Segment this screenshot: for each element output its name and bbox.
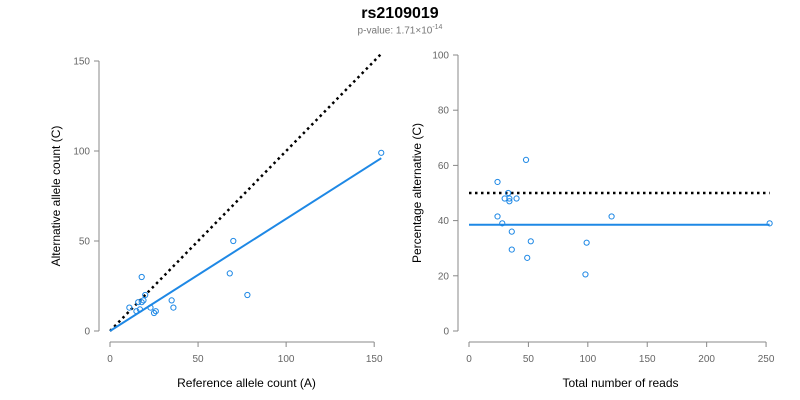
chart-title: rs2109019	[361, 5, 439, 22]
data-point	[147, 304, 154, 311]
data-point	[142, 291, 149, 299]
subtitle-text: p-value: 1.71×10	[357, 25, 433, 37]
panel-percentage: 0 20 40 60 80 100 0 50 100 150 200 250 Total number …	[410, 51, 775, 391]
data-point	[608, 213, 615, 220]
data-point	[766, 220, 773, 227]
x-tick-label: 100	[278, 354, 295, 365]
data-point	[494, 213, 501, 220]
data-point	[378, 149, 385, 156]
data-point	[527, 238, 534, 245]
y-tick-label: 80	[438, 106, 450, 117]
y-tick-label: 40	[438, 216, 450, 227]
data-point	[244, 291, 251, 299]
y-tick-label: 50	[79, 237, 91, 248]
data-point	[168, 297, 175, 304]
subtitle-exponent: -14	[432, 24, 443, 31]
data-point	[135, 299, 142, 306]
data-point	[150, 309, 158, 317]
data-point	[136, 306, 144, 313]
y-tick-label: 0	[443, 327, 449, 338]
y-tick-label: 0	[84, 327, 90, 338]
data-point	[506, 195, 513, 202]
data-point	[170, 304, 177, 311]
data-point	[505, 189, 512, 197]
data-point	[508, 228, 515, 235]
y-tick-label: 20	[438, 271, 450, 282]
reference-line	[109, 52, 383, 332]
x-tick-label: 0	[466, 354, 472, 365]
data-point	[126, 304, 133, 311]
x-tick-label: 150	[639, 354, 656, 365]
x-tick-label: 50	[523, 354, 535, 365]
data-point	[499, 220, 506, 227]
data-point	[494, 178, 501, 186]
data-point	[152, 308, 159, 315]
data-point	[513, 195, 520, 202]
x-axis-title: Reference allele count (A)	[177, 376, 316, 390]
data-point	[582, 271, 589, 278]
y-axis-title: Percentage alternative (C)	[410, 123, 424, 263]
y-tick-label: 100	[432, 51, 449, 62]
y-tick-label: 150	[73, 57, 90, 68]
data-point	[508, 246, 515, 253]
data-point	[138, 299, 145, 306]
data-point	[583, 239, 590, 246]
data-point	[230, 237, 237, 245]
x-axis-title: Total number of reads	[562, 376, 678, 390]
fit-line	[109, 157, 382, 332]
x-tick-label: 200	[698, 354, 715, 365]
x-tick-label: 100	[579, 354, 596, 365]
chart-subtitle: p-value: 1.71×10-14	[0, 24, 800, 36]
y-tick-label: 100	[73, 147, 90, 158]
data-point	[524, 254, 531, 261]
data-point	[138, 273, 145, 281]
data-point	[226, 270, 233, 277]
x-tick-label: 0	[107, 354, 113, 365]
y-axis-title: Alternative allele count (C)	[49, 126, 63, 267]
data-point	[140, 297, 147, 304]
x-tick-label: 50	[193, 354, 205, 365]
x-tick-label: 150	[366, 354, 383, 365]
x-tick-label: 250	[758, 354, 775, 365]
panel-allele-counts: 0 50 100 150 0 50 100 150 Reference allele count…	[49, 52, 385, 390]
data-point	[133, 308, 140, 315]
data-point	[506, 198, 513, 205]
data-point	[522, 156, 530, 163]
y-tick-label: 60	[438, 161, 450, 172]
